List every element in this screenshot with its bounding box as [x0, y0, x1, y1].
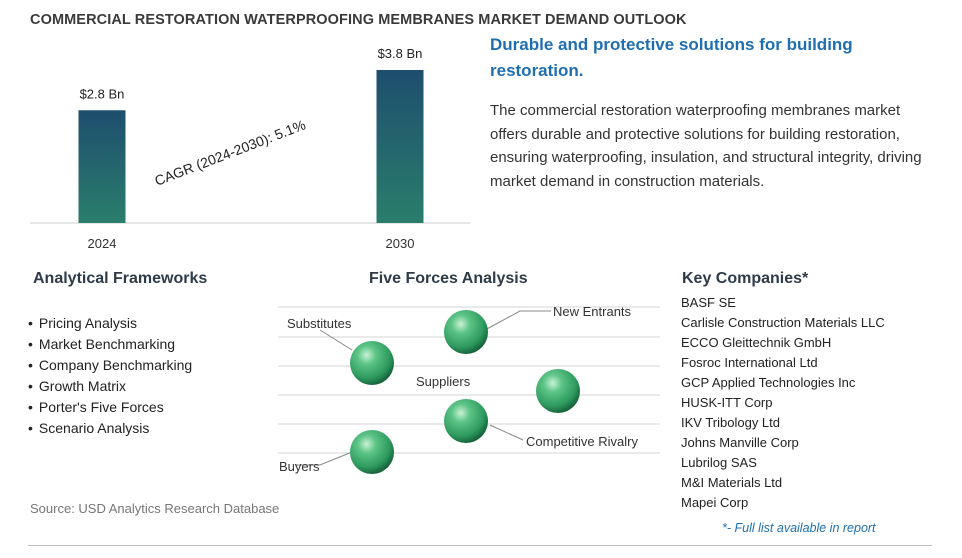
framework-item: Market Benchmarking: [28, 334, 192, 355]
connector-new-entrants: [484, 310, 551, 331]
framework-item: Company Benchmarking: [28, 355, 192, 376]
connector-buyers: [295, 451, 353, 466]
bottom-divider: [28, 545, 932, 546]
bar-2024: [78, 110, 126, 223]
company-item: IKV Tribology Ltd: [681, 415, 780, 430]
sphere-competitive-rivalry: [444, 399, 488, 443]
frameworks-list: Pricing Analysis Market Benchmarking Com…: [28, 313, 192, 439]
company-item: GCP Applied Technologies Inc: [681, 375, 856, 390]
company-item: Lubrilog SAS: [681, 455, 757, 470]
frameworks-title: Analytical Frameworks: [33, 270, 208, 287]
bar-2030: [376, 70, 424, 223]
company-item: M&I Materials Ltd: [681, 475, 783, 490]
bar-value-label: $2.8 Bn: [80, 86, 125, 101]
framework-item: Scenario Analysis: [28, 418, 192, 439]
sphere-substitutes: [350, 341, 394, 385]
companies-title: Key Companies*: [682, 270, 809, 287]
company-item: Fosroc International Ltd: [681, 355, 818, 370]
market-description: The commercial restoration waterproofing…: [490, 102, 922, 190]
force-label-buyers: Buyers: [279, 459, 320, 474]
sphere-buyers: [350, 430, 394, 474]
sphere-suppliers: [536, 369, 580, 413]
five-forces-title: Five Forces Analysis: [369, 270, 528, 287]
connector-competitive-rivalry: [489, 424, 524, 441]
sphere-new-entrants: [444, 310, 488, 354]
company-item: Johns Manville Corp: [681, 435, 799, 450]
force-label-suppliers: Suppliers: [416, 374, 471, 389]
force-label-substitutes: Substitutes: [287, 316, 352, 331]
company-item: Mapei Corp: [681, 495, 749, 510]
x-tick-label: 2030: [386, 236, 415, 251]
headline: Durable and protective solutions for bui…: [490, 35, 853, 80]
bar-value-label: $3.8 Bn: [378, 46, 423, 61]
company-item: ECCO Gleittechnik GmbH: [681, 335, 832, 350]
framework-item: Porter's Five Forces: [28, 397, 192, 418]
companies-list: BASF SE Carlisle Construction Materials …: [681, 293, 885, 513]
companies-footnote: *- Full list available in report: [722, 521, 876, 535]
company-item: HUSK-ITT Corp: [681, 395, 773, 410]
company-item: Carlisle Construction Materials LLC: [681, 315, 885, 330]
page-title: COMMERCIAL RESTORATION WATERPROOFING MEM…: [30, 12, 687, 28]
company-item: BASF SE: [681, 295, 736, 310]
force-label-competitive-rivalry: Competitive Rivalry: [526, 434, 638, 449]
framework-item: Pricing Analysis: [28, 313, 192, 334]
x-tick-label: 2024: [88, 236, 117, 251]
cagr-annotation: CAGR (2024-2030): 5.1%: [152, 116, 307, 188]
source-note: Source: USD Analytics Research Database: [30, 501, 280, 516]
market-bar-chart: $2.8 Bn 2024 $3.8 Bn 2030 CAGR (2024-2030):…: [30, 46, 470, 251]
framework-item: Growth Matrix: [28, 376, 192, 397]
force-label-new-entrants: New Entrants: [553, 304, 632, 319]
connector-substitutes: [319, 329, 353, 351]
